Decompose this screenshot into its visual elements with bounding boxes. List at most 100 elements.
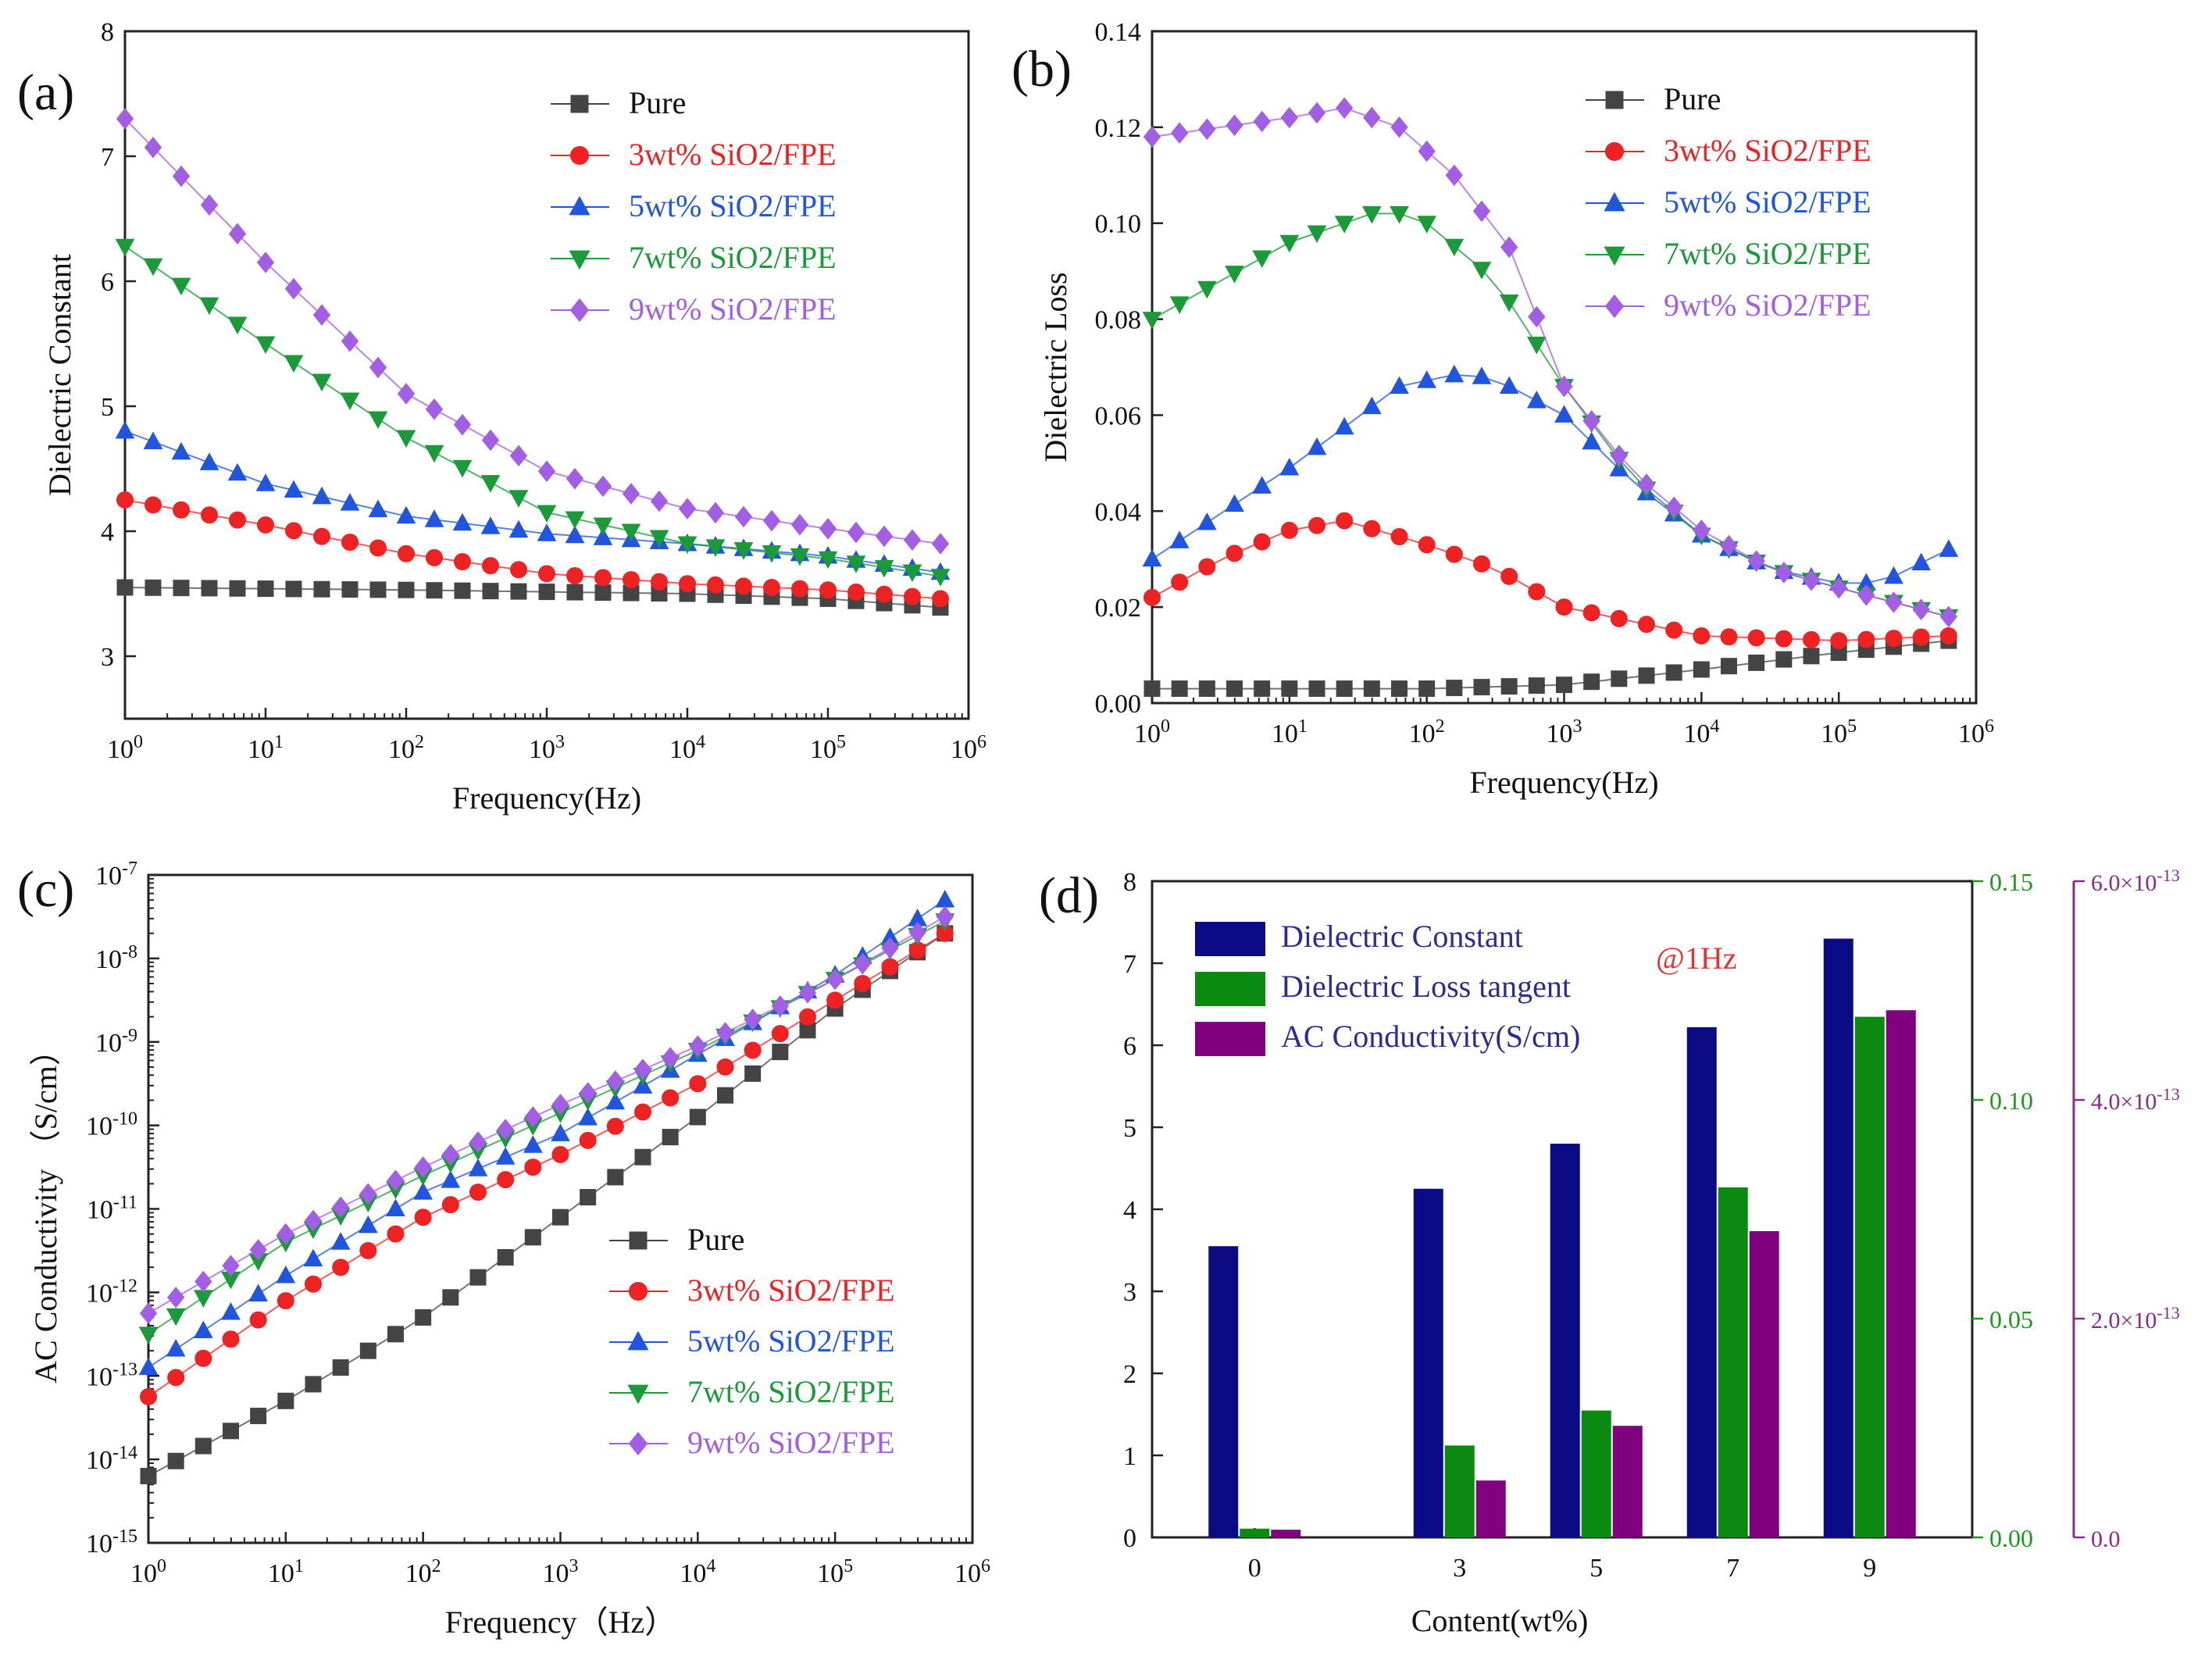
data-point — [537, 505, 557, 523]
data-point — [386, 1198, 405, 1216]
tick-exponent: 1 — [294, 1556, 304, 1576]
data-point — [1604, 141, 1625, 162]
data-point — [1528, 583, 1546, 601]
legend-label: Pure — [629, 85, 686, 120]
data-point — [1885, 630, 1903, 648]
data-point — [1610, 609, 1628, 627]
data-point — [1390, 528, 1408, 546]
data-point — [634, 1103, 651, 1121]
data-point — [662, 1089, 680, 1107]
data-point — [1417, 216, 1437, 234]
series-line — [124, 430, 941, 573]
data-point — [1665, 621, 1683, 639]
data-point — [193, 1290, 213, 1308]
data-point — [1857, 630, 1875, 648]
tick-exponent: 2 — [1436, 716, 1445, 737]
data-point — [1556, 677, 1572, 694]
legend-label: 5wt% SiO2/FPE — [1664, 184, 1871, 220]
legend: Pure 3wt% SiO2/FPE 5wt% SiO2/FPE 7wt% SiO2/… — [551, 85, 837, 327]
data-point — [369, 539, 387, 557]
data-point — [1169, 530, 1190, 548]
data-point — [523, 1135, 543, 1153]
data-point — [221, 1301, 241, 1320]
data-point — [1142, 548, 1162, 567]
data-point — [1198, 118, 1216, 141]
data-point — [509, 444, 528, 467]
data-point — [341, 534, 359, 552]
tick-exponent: -15 — [112, 1526, 137, 1547]
data-point — [1390, 205, 1409, 224]
data-point — [144, 496, 162, 514]
bar — [1444, 1445, 1475, 1537]
x-tick-label: 102 — [405, 1556, 441, 1588]
data-point — [569, 298, 590, 323]
data-point — [1472, 200, 1491, 223]
data-point — [1885, 591, 1903, 613]
data-point — [1445, 164, 1463, 187]
data-point — [249, 1239, 267, 1261]
data-point — [606, 1070, 624, 1092]
tick-exponent: 5 — [1847, 716, 1857, 737]
data-point — [1610, 444, 1628, 466]
data-point — [508, 519, 529, 538]
data-point — [524, 1229, 541, 1246]
data-point — [716, 1058, 734, 1076]
data-point — [312, 486, 332, 505]
y2-tick-label: 0.05 — [1989, 1305, 2033, 1333]
data-point — [875, 525, 894, 548]
x-tick-label: 102 — [388, 732, 424, 764]
data-point — [762, 509, 781, 532]
data-point — [415, 1308, 432, 1326]
data-point — [537, 523, 557, 541]
data-point — [276, 1265, 296, 1283]
series-9wt — [139, 905, 954, 1324]
series-9wt — [1143, 97, 1957, 628]
y-tick-label: 5 — [1123, 1114, 1136, 1143]
data-point — [497, 1171, 515, 1189]
data-point — [524, 1159, 542, 1176]
legend: Pure 3wt% SiO2/FPE 5wt% SiO2/FPE 7wt% SiO2/… — [609, 1222, 895, 1460]
data-point — [1252, 250, 1272, 268]
data-point — [1748, 654, 1765, 671]
data-point — [678, 498, 697, 519]
tick-exponent: 0 — [134, 732, 143, 752]
series-7wt — [115, 238, 951, 587]
data-point — [716, 1022, 734, 1044]
data-point — [359, 1241, 377, 1259]
data-point — [1857, 584, 1875, 606]
data-point — [171, 441, 191, 460]
data-point — [1939, 539, 1959, 557]
tick-exponent: -8 — [122, 942, 137, 962]
data-point — [763, 579, 780, 596]
data-point — [799, 1008, 816, 1026]
y-tick-label: 8 — [101, 18, 114, 47]
data-point — [396, 505, 416, 524]
data-point — [1253, 533, 1271, 551]
data-point — [1444, 238, 1465, 257]
data-point — [628, 1431, 648, 1456]
tick-exponent: 4 — [706, 1556, 715, 1576]
data-point — [255, 473, 276, 491]
bar — [1240, 1528, 1270, 1537]
x-tick-label: 106 — [951, 732, 986, 764]
bar — [1550, 1144, 1580, 1537]
data-point — [1252, 476, 1272, 494]
tick-exponent: 4 — [1710, 716, 1719, 737]
data-point — [116, 491, 134, 509]
data-point — [1554, 405, 1574, 423]
data-point — [442, 1289, 459, 1306]
data-point — [1693, 627, 1711, 644]
series-line — [124, 587, 941, 609]
data-point — [1361, 205, 1382, 224]
data-point — [744, 1041, 762, 1059]
data-point — [552, 1209, 569, 1226]
y2-tick-label: 0.10 — [1989, 1087, 2033, 1115]
data-point — [579, 1082, 597, 1104]
data-point — [303, 1248, 323, 1267]
legend-label: Pure — [687, 1222, 744, 1257]
data-point — [1499, 294, 1519, 312]
data-point — [452, 459, 473, 478]
data-point — [607, 1169, 624, 1186]
data-point — [578, 1107, 598, 1126]
